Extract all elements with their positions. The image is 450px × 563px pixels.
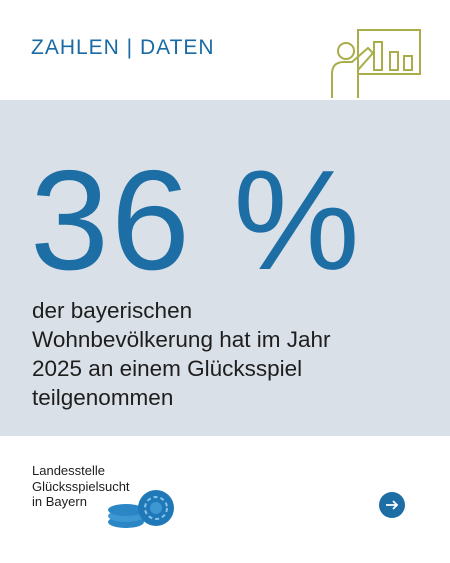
logo-text: Landesstelle Glücksspielsucht in Bayern xyxy=(32,463,130,510)
logo-line: in Bayern xyxy=(32,494,87,509)
panel xyxy=(0,100,450,436)
highlight-number: 36 % xyxy=(30,141,362,300)
title: ZAHLEN | DATEN xyxy=(31,36,215,59)
logo-line: Glücksspielsucht xyxy=(32,478,130,494)
logo-line: Landesstelle xyxy=(32,463,105,478)
description-line: teilgenommen xyxy=(32,385,174,410)
description-line: der bayerischen xyxy=(32,298,193,323)
chips-logo xyxy=(108,490,174,528)
description: der bayerischen Wohnbevölkerung hat im J… xyxy=(32,296,331,412)
presenter-icon xyxy=(331,29,421,98)
description-line: 2025 an einem Glücksspiel xyxy=(32,356,303,381)
next-button[interactable] xyxy=(378,491,406,519)
description-line: Wohnbevölkerung hat im Jahr xyxy=(32,327,331,352)
